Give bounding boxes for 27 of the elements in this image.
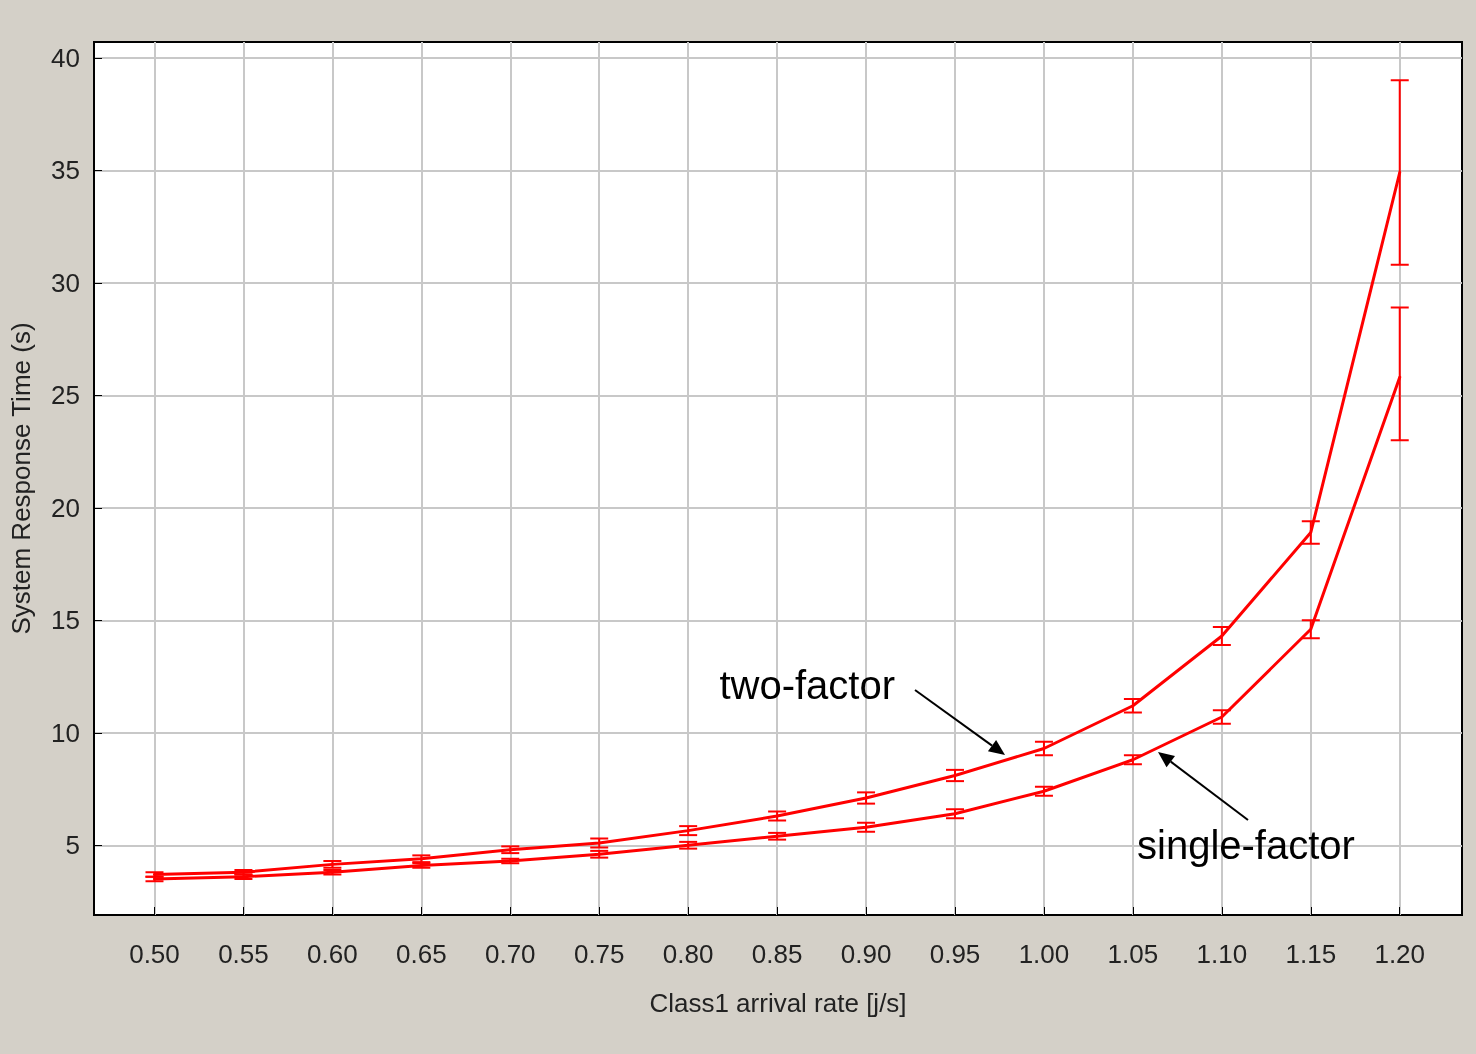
x-tick-label: 1.10 (1196, 939, 1248, 969)
y-tick-label: 25 (51, 380, 80, 411)
annotation: two-factor (719, 663, 895, 707)
y-tick-label: 15 (51, 605, 80, 636)
x-axis-title: Class1 arrival rate [j/s] (649, 988, 907, 1018)
y-axis-title: System Response Time (s) (6, 322, 36, 635)
x-tick-label: 0.55 (218, 939, 269, 969)
y-tick-label: 35 (51, 155, 80, 186)
x-tick-label: 0.65 (396, 939, 447, 969)
x-tick-label: 0.95 (929, 939, 981, 969)
x-tick-label: 1.15 (1285, 939, 1337, 969)
x-tick-label: 1.00 (1018, 939, 1070, 969)
y-tick-label: 5 (65, 830, 80, 861)
x-tick-label: 0.90 (840, 939, 892, 969)
annotation: single-factor (1137, 823, 1355, 867)
y-tick-label: 20 (51, 492, 80, 523)
x-tick-label: 1.05 (1107, 939, 1159, 969)
y-tick-label: 40 (51, 42, 80, 73)
x-tick-label: 0.70 (484, 939, 536, 969)
x-tick-label: 0.85 (751, 939, 803, 969)
x-tick-label: 1.20 (1374, 939, 1426, 969)
y-tick-label: 30 (51, 267, 80, 298)
x-tick-label: 0.60 (307, 939, 358, 969)
x-tick-label: 0.75 (573, 939, 625, 969)
y-tick-label: 10 (51, 717, 80, 748)
x-tick-label: 0.50 (129, 939, 180, 969)
x-tick-label: 0.80 (662, 939, 714, 969)
